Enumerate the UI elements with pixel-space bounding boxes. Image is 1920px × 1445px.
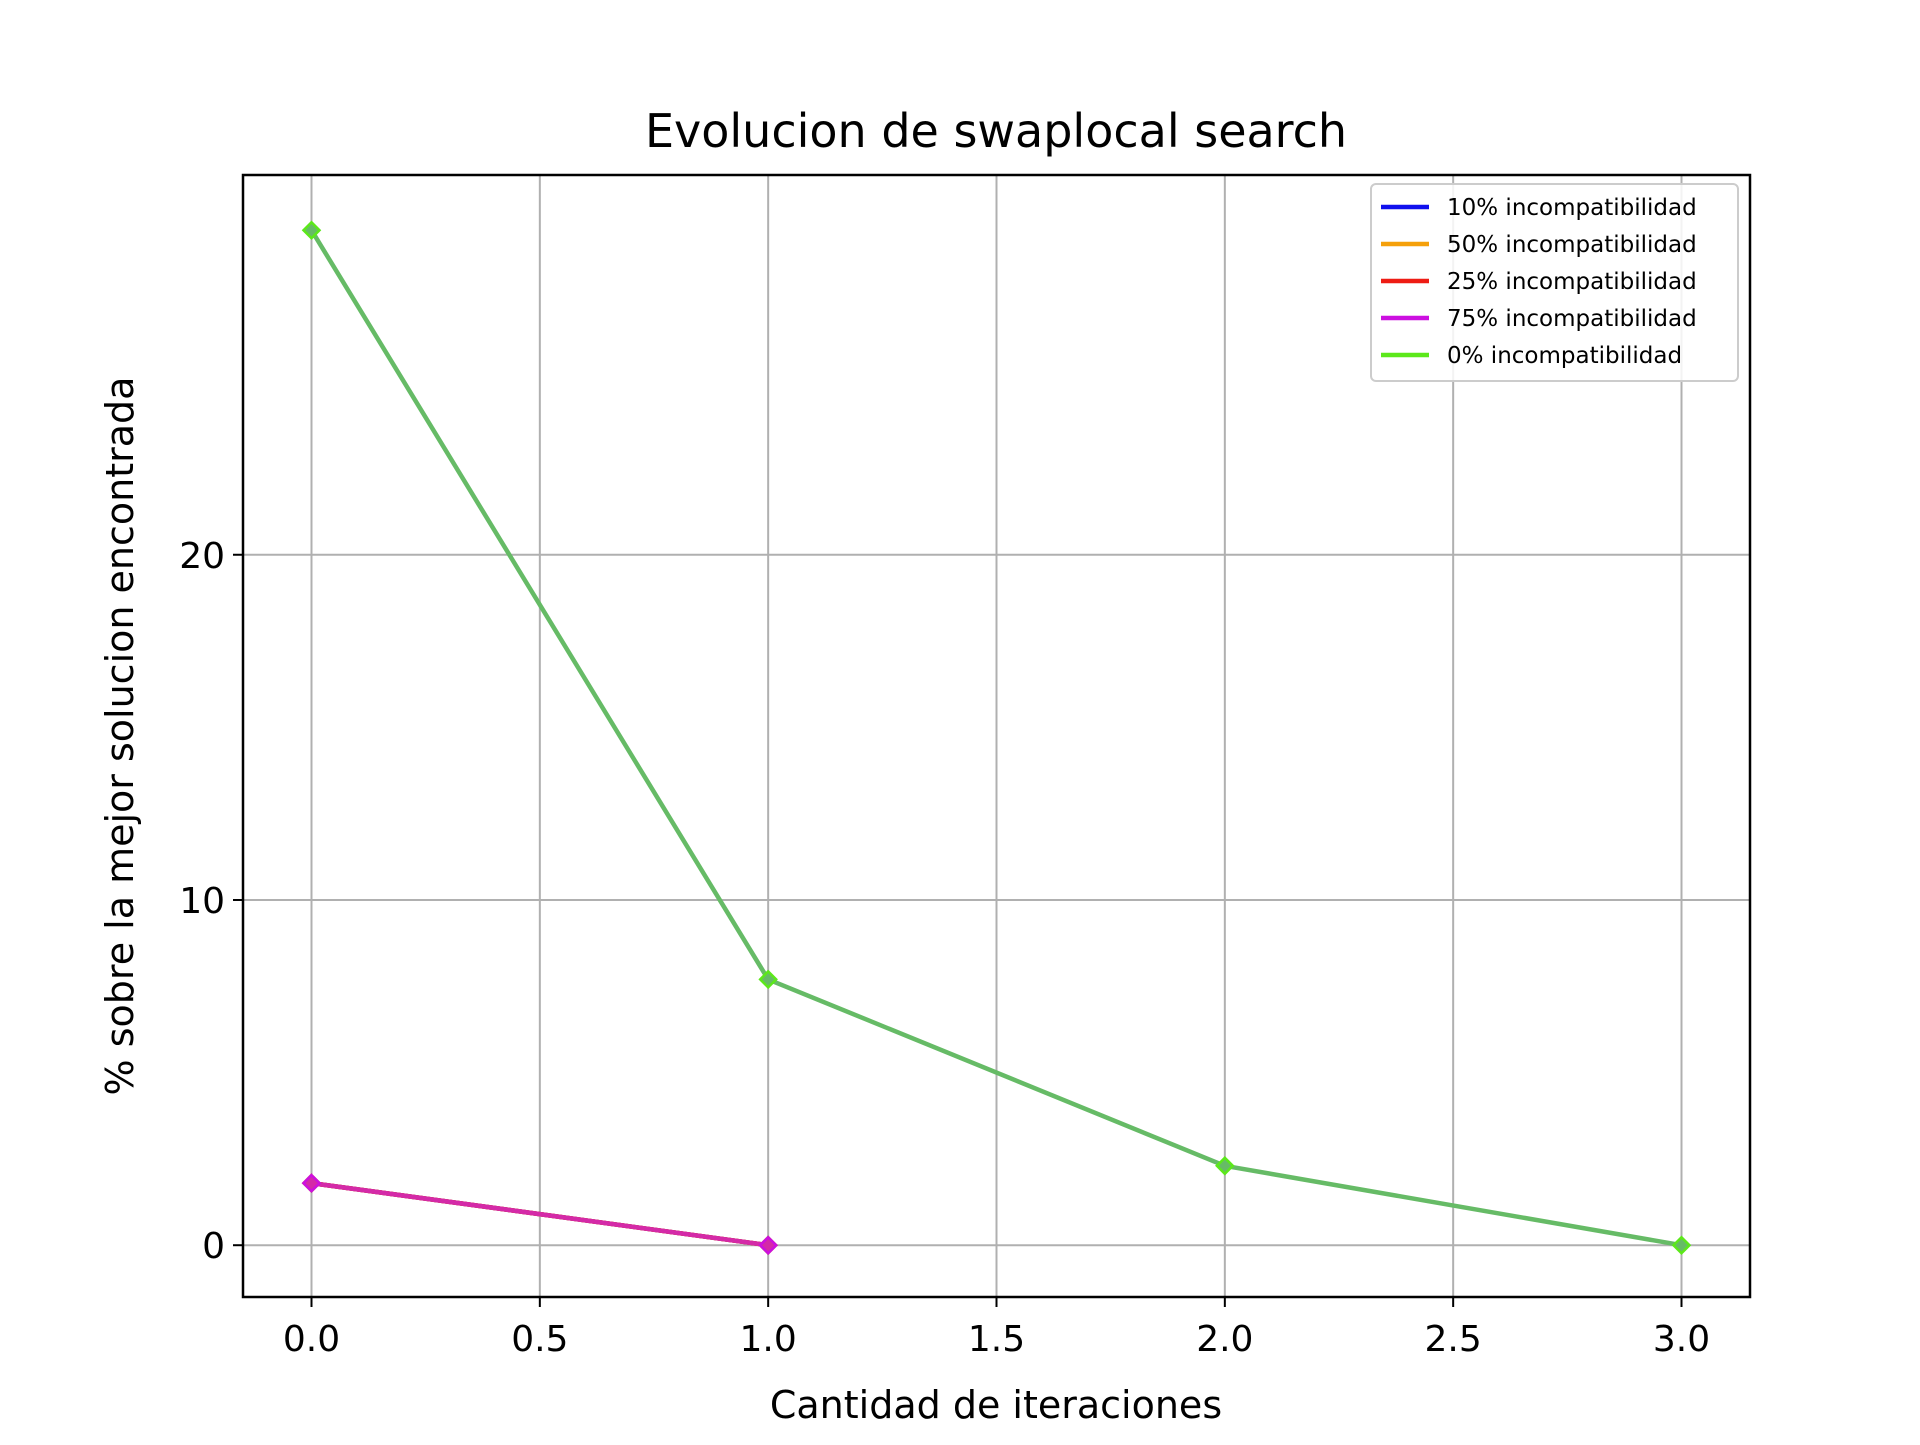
x-tick-label: 0.5: [511, 1319, 568, 1360]
x-tick-label: 1.0: [740, 1319, 797, 1360]
legend-label: 75% incompatibilidad: [1447, 306, 1697, 332]
legend-label: 50% incompatibilidad: [1447, 232, 1697, 258]
series-layer: [301, 220, 1692, 1255]
y-tick-label: 0: [202, 1226, 225, 1267]
x-tick-label: 1.5: [968, 1319, 1025, 1360]
grid: [243, 175, 1750, 1297]
series-line: [309, 227, 1684, 1248]
series-line: [309, 1180, 771, 1248]
x-tick-label: 2.0: [1196, 1319, 1253, 1360]
x-tick-label: 3.0: [1653, 1319, 1710, 1360]
y-axis: 0 10 20: [179, 536, 243, 1267]
data-point: [1671, 1235, 1692, 1255]
x-axis: 0.0 0.5 1.0 1.5 2.0 2.5 3.0: [283, 1297, 1710, 1360]
legend: 10% incompatibilidad 50% incompatibilidad…: [1370, 183, 1739, 382]
legend-label: 0% incompatibilidad: [1447, 343, 1682, 369]
x-axis-label: Cantidad de iteraciones: [770, 1383, 1222, 1427]
data-point: [301, 1173, 322, 1193]
data-point: [1215, 1156, 1235, 1176]
y-tick-label: 20: [179, 536, 225, 577]
legend-box: [1370, 183, 1739, 382]
x-tick-label: 2.5: [1425, 1319, 1482, 1360]
legend-label: 25% incompatibilidad: [1447, 269, 1697, 295]
data-point: [758, 1235, 778, 1255]
chart-title: Evolucion de swaplocal search: [645, 104, 1347, 158]
y-tick-label: 10: [179, 881, 225, 922]
x-tick-label: 0.0: [283, 1319, 340, 1360]
y-axis-label: % sobre la mejor solucion encontrada: [98, 377, 142, 1096]
data-point: [758, 969, 778, 990]
data-point: [301, 220, 322, 241]
legend-label: 10% incompatibilidad: [1447, 195, 1697, 221]
